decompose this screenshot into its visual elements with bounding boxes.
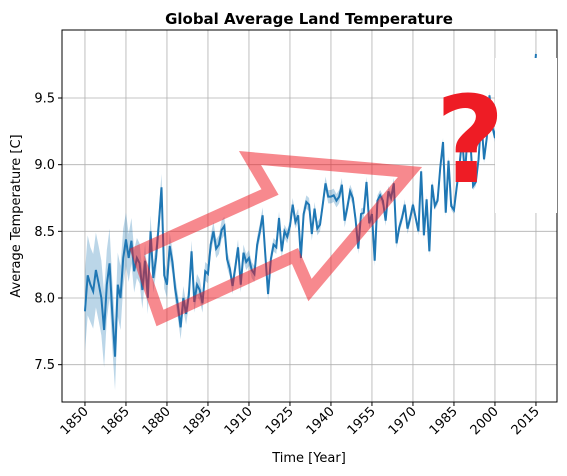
x-tick-label: 1955: [345, 404, 379, 438]
x-tick-label: 1865: [99, 404, 133, 438]
x-tick-label: 2015: [509, 404, 543, 438]
y-axis-label: Average Temperature [C]: [9, 134, 24, 297]
y-tick-label: 8.5: [34, 225, 55, 240]
x-tick-label: 1850: [58, 404, 92, 438]
question-mark: ?: [435, 72, 505, 211]
y-tick-label: 7.5: [34, 358, 55, 373]
chart-title: Global Average Land Temperature: [165, 10, 453, 28]
x-tick-label: 1880: [140, 404, 174, 438]
y-tick-label: 8.0: [34, 292, 55, 307]
y-tick-label: 9.0: [34, 158, 55, 173]
x-tick-label: 1970: [386, 404, 420, 438]
x-tick-label: 1940: [304, 404, 338, 438]
data-line: [83, 53, 537, 357]
whiteout: [495, 58, 557, 213]
x-tick-label: 2000: [468, 404, 502, 438]
y-tick-label: 9.5: [34, 92, 55, 107]
x-tick-label: 1925: [263, 404, 297, 438]
plot-area: 1850 1865 1880 1895 1910 1925 1940 1955 1970 1985…: [34, 29, 558, 438]
x-tick-label: 1895: [181, 404, 215, 438]
x-axis-label: Time [Year]: [271, 451, 346, 466]
x-tick-label: 1910: [222, 404, 256, 438]
arrow-doodle: [129, 151, 423, 327]
plot-frame: [61, 29, 558, 403]
x-tick-label: 1985: [427, 404, 461, 438]
